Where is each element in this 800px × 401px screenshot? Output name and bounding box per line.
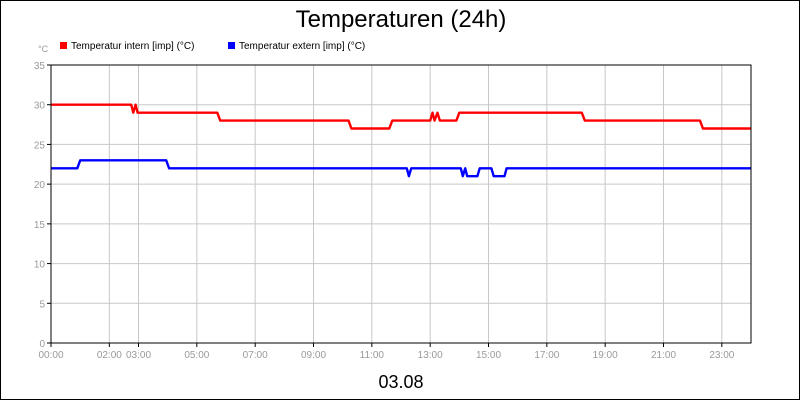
x-tick-labels: 00:00 02:00 03:00 05:00 07:00 09:00 11:00 13:00…: [38, 350, 734, 361]
x-tick-label: 09:00: [301, 350, 326, 361]
y-tick-label: 20: [34, 180, 46, 191]
legend-label-extern: Temperatur extern [imp] (°C): [239, 41, 365, 52]
y-tick-label: 30: [34, 101, 46, 112]
x-tick-label: 13:00: [418, 350, 443, 361]
x-tick-label: 07:00: [243, 350, 268, 361]
legend-swatch-intern: [60, 42, 67, 49]
chart-title: Temperaturen (24h): [296, 6, 507, 33]
legend-label-intern: Temperatur intern [imp] (°C): [71, 41, 194, 52]
x-tick-label: 11:00: [360, 350, 385, 361]
y-tick-label: 25: [34, 140, 46, 151]
y-tick-label: 0: [39, 339, 45, 350]
x-tick-label: 05:00: [184, 350, 209, 361]
series-line-extern: [51, 159, 751, 178]
grid: [47, 64, 751, 347]
x-tick-label: 21:00: [651, 350, 676, 361]
x-tick-label: 15:00: [476, 350, 501, 361]
series-lines: [51, 103, 751, 178]
series-line-intern: [51, 103, 751, 130]
legend: Temperatur intern [imp] (°C) Temperatur …: [60, 41, 365, 52]
legend-swatch-extern: [228, 42, 235, 49]
plot-area-border: [50, 64, 752, 344]
x-tick-label: 19:00: [593, 350, 618, 361]
y-tick-label: 15: [34, 220, 46, 231]
y-tick-labels: 0 5 10 15 20 25 30 35: [34, 61, 46, 350]
x-tick-label: 02:00: [97, 350, 122, 361]
x-tick-label: 00:00: [38, 350, 63, 361]
y-tick-label: 5: [39, 299, 45, 310]
y-tick-label: 10: [34, 260, 46, 271]
x-tick-label: 17:00: [534, 350, 559, 361]
y-axis-unit: °C: [38, 44, 49, 54]
y-tick-label: 35: [34, 61, 46, 72]
x-tick-label: 23:00: [709, 350, 734, 361]
x-axis-date-label: 03.08: [378, 372, 423, 392]
x-tick-label: 03:00: [126, 350, 151, 361]
